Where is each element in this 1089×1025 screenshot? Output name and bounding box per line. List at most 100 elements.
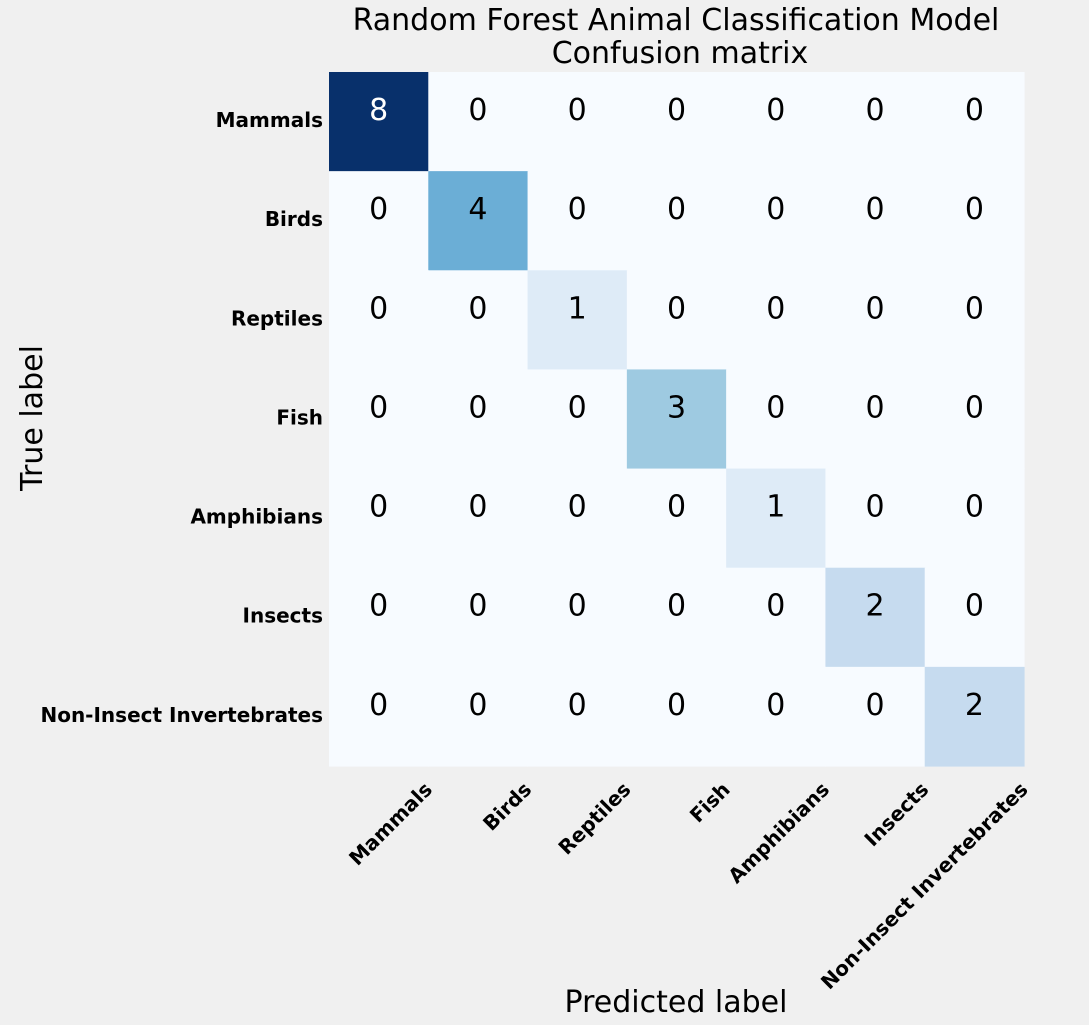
heatmap-cell-r5-c2 (527, 567, 628, 668)
y-tick-label: Mammals (216, 108, 323, 132)
cell-value-r4-c0: 0 (369, 490, 388, 525)
heatmap-cell-r1-c3 (626, 171, 727, 271)
cell-value-r3-c5: 0 (866, 390, 885, 425)
cell-value-r6-c4: 0 (766, 688, 785, 723)
cell-value-r6-c0: 0 (369, 688, 388, 723)
cell-value-r4-c3: 0 (667, 490, 686, 525)
heatmap-cell-r0-c6 (924, 72, 1025, 172)
y-tick-label: Insects (243, 604, 323, 628)
heatmap-cell-r6-c5 (825, 666, 926, 767)
heatmap-cell-r5-c6 (924, 567, 1025, 668)
heatmap-cell-r4-c4 (726, 468, 827, 569)
heatmap-cell-r0-c5 (825, 72, 926, 172)
heatmap-cell-r2-c6 (924, 270, 1025, 371)
cell-value-r6-c3: 0 (667, 688, 686, 723)
y-tick-label: Reptiles (231, 306, 323, 330)
cell-value-r5-c4: 0 (766, 589, 785, 624)
cell-value-r1-c5: 0 (866, 192, 885, 227)
heatmap-cell-r2-c3 (626, 270, 727, 371)
cell-value-r2-c6: 0 (965, 291, 984, 326)
cell-value-r4-c6: 0 (965, 490, 984, 525)
heatmap-cell-r3-c4 (726, 369, 827, 470)
heatmap-cell-r5-c3 (626, 567, 727, 668)
cell-value-r1-c0: 0 (369, 192, 388, 227)
cell-value-r5-c2: 0 (568, 589, 587, 624)
heatmap-cell-r2-c0 (329, 270, 429, 371)
heatmap-cell-r1-c6 (924, 171, 1025, 271)
heatmap-cell-r5-c4 (726, 567, 827, 668)
cell-value-r5-c1: 0 (468, 589, 487, 624)
cell-value-r4-c5: 0 (866, 490, 885, 525)
cell-value-r3-c2: 0 (568, 390, 587, 425)
heatmap-cell-r0-c0 (329, 72, 429, 172)
heatmap-cell-r6-c6 (924, 666, 1025, 767)
heatmap-cell-r6-c0 (329, 666, 429, 767)
cell-value-r1-c4: 0 (766, 192, 785, 227)
heatmap-cell-r6-c3 (626, 666, 727, 767)
heatmap-cell-r4-c3 (626, 468, 727, 569)
cell-value-r0-c3: 0 (667, 93, 686, 128)
cell-value-r3-c4: 0 (766, 390, 785, 425)
cell-value-r3-c3: 3 (667, 390, 686, 425)
heatmap-cell-r6-c2 (527, 666, 628, 767)
cell-value-r5-c0: 0 (369, 589, 388, 624)
heatmap-cell-r0-c4 (726, 72, 827, 172)
cell-value-r6-c1: 0 (468, 688, 487, 723)
cell-value-r1-c6: 0 (965, 192, 984, 227)
cell-value-r2-c5: 0 (866, 291, 885, 326)
cell-value-r2-c0: 0 (369, 291, 388, 326)
heatmap-cell-r1-c5 (825, 171, 926, 271)
heatmap-cell-r2-c2 (527, 270, 628, 371)
heatmap-cell-labels: 8 0 0 0 0 0 0 0 4 0 0 0 0 0 0 0 1 0 0 0 0 0 0 0 3 0 0 0 0 0 0 0 1 0 0 0 0 0 0 0… (369, 93, 984, 723)
cell-value-r5-c3: 0 (667, 589, 686, 624)
cell-value-r3-c6: 0 (965, 390, 984, 425)
heatmap-cell-r5-c0 (329, 567, 429, 668)
heatmap-cell-r3-c5 (825, 369, 926, 470)
y-tick-label: Fish (276, 405, 323, 429)
cell-value-r0-c4: 0 (766, 93, 785, 128)
cell-value-r0-c5: 0 (866, 93, 885, 128)
heatmap-cell-r4-c5 (825, 468, 926, 569)
cell-value-r2-c4: 0 (766, 291, 785, 326)
cell-value-r0-c6: 0 (965, 93, 984, 128)
cell-value-r1-c3: 0 (667, 192, 686, 227)
cell-value-r1-c1: 4 (468, 192, 487, 227)
chart-title: Random Forest Animal Classification Mode… (353, 3, 1000, 38)
heatmap-cell-r1-c1 (428, 171, 529, 271)
cell-value-r4-c4: 1 (766, 490, 785, 525)
y-tick-label: Amphibians (190, 505, 323, 529)
cell-value-r5-c5: 2 (866, 589, 885, 624)
cell-value-r0-c2: 0 (568, 93, 587, 128)
heatmap-cell-r3-c1 (428, 369, 529, 470)
heatmap-cell-r5-c5 (825, 567, 926, 668)
cell-value-r3-c0: 0 (369, 390, 388, 425)
cell-value-r4-c1: 0 (468, 490, 487, 525)
chart-subtitle: Confusion matrix (552, 36, 809, 71)
y-axis-tick-labels: Mammals Birds Reptiles Fish Amphibians Insect… (40, 108, 323, 727)
heatmap-cell-r0-c3 (626, 72, 727, 172)
heatmap-cell-r1-c2 (527, 171, 628, 271)
x-axis-title: Predicted label (565, 985, 788, 1020)
heatmap-cell-r4-c1 (428, 468, 529, 569)
heatmap-cell-r4-c2 (527, 468, 628, 569)
cell-value-r0-c1: 0 (468, 93, 487, 128)
cell-value-r6-c2: 0 (568, 688, 587, 723)
heatmap-cell-r3-c0 (329, 369, 429, 470)
heatmap-cell-r1-c4 (726, 171, 827, 271)
cell-value-r2-c1: 0 (468, 291, 487, 326)
heatmap-cell-r2-c4 (726, 270, 827, 371)
heatmap-cell-r2-c5 (825, 270, 926, 371)
cell-value-r2-c3: 0 (667, 291, 686, 326)
cell-value-r2-c2: 1 (568, 291, 587, 326)
heatmap-cell-r5-c1 (428, 567, 529, 668)
heatmap-cell-r6-c4 (726, 666, 827, 767)
heatmap-cell-r2-c1 (428, 270, 529, 371)
y-axis-title: True label (15, 345, 50, 492)
heatmap-cell-r0-c2 (527, 72, 628, 172)
y-tick-label: Non-Insect Invertebrates (40, 703, 323, 727)
cell-value-r4-c2: 0 (568, 490, 587, 525)
heatmap-cell-r3-c3 (626, 369, 727, 470)
cell-value-r0-c0: 8 (369, 93, 388, 128)
heatmap-cells (329, 72, 1025, 767)
